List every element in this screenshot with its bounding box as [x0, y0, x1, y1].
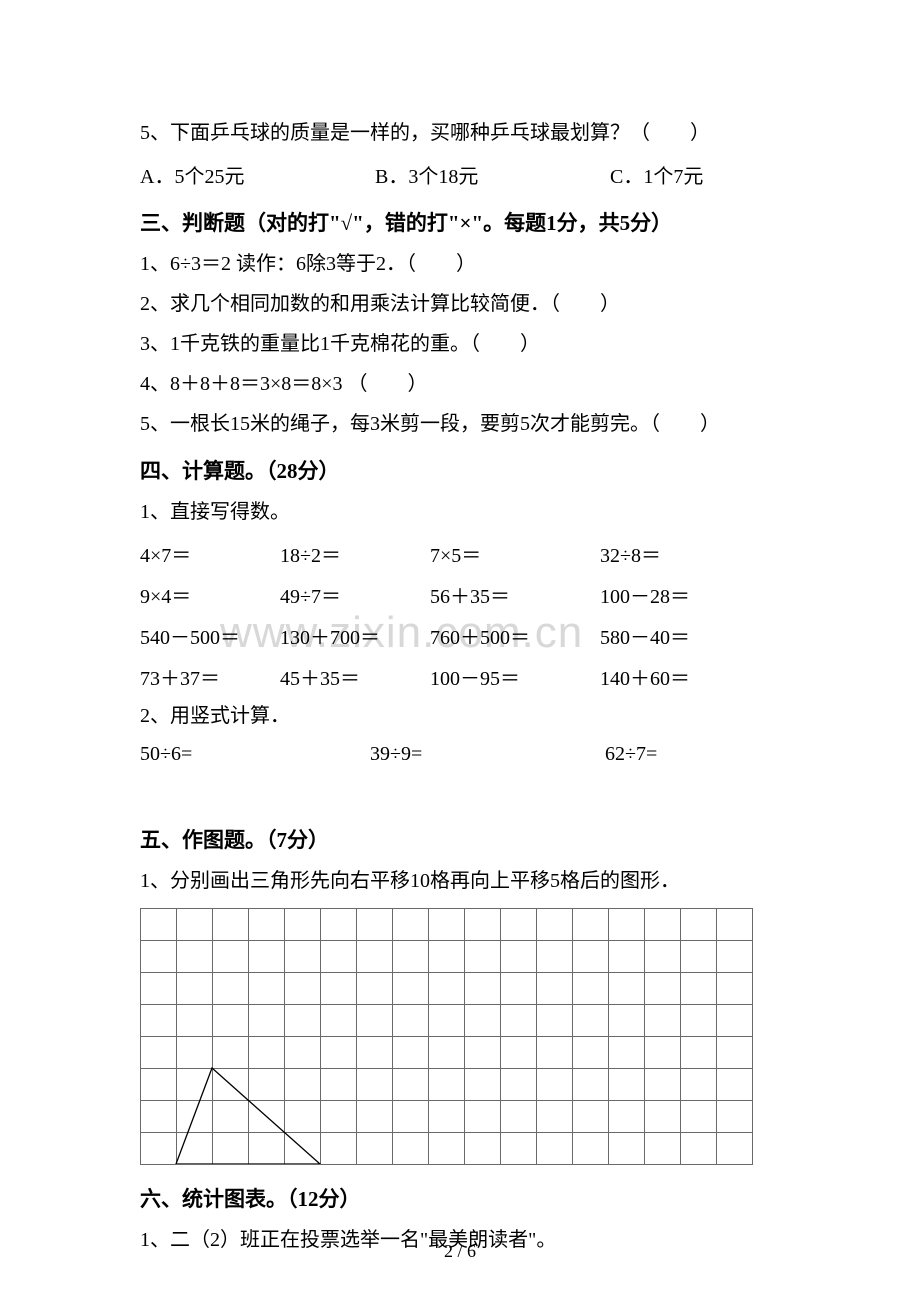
page-content: 5、下面乒乓球的质量是一样的，买哪种乒乓球最划算？（ ） A．5个25元 B．3… — [140, 120, 790, 1253]
calc-cell: 73＋37＝ — [140, 662, 280, 691]
calc-cell: 100－95＝ — [430, 662, 600, 691]
calc-cell: 62÷7= — [605, 743, 765, 766]
calc-cell: 540－500＝ — [140, 621, 280, 650]
calc-row-2: 9×4＝ 49÷7＝ 56＋35＝ 100－28＝ — [140, 580, 790, 609]
calc-row-3: 540－500＝ 130＋700＝ 760＋500＝ 580－40＝ — [140, 621, 790, 650]
calc-row-4: 73＋37＝ 45＋35＝ 100－95＝ 140＋60＝ — [140, 662, 790, 691]
question-5: 5、下面乒乓球的质量是一样的，买哪种乒乓球最划算？（ ） — [140, 120, 790, 146]
calc-cell: 760＋500＝ — [430, 621, 600, 650]
calc-cell: 140＋60＝ — [600, 662, 760, 691]
option-b: B．3个18元 — [375, 160, 610, 189]
section-3-title: 三、判断题（对的打"√"，错的打"×"。每题1分，共5分） — [140, 207, 790, 237]
calc-cell: 32÷8＝ — [600, 539, 760, 568]
calc-cell: 56＋35＝ — [430, 580, 600, 609]
calc-cell: 130＋700＝ — [280, 621, 430, 650]
calc-cell: 39÷9= — [370, 743, 605, 766]
calc-cell: 100－28＝ — [600, 580, 760, 609]
calc-cell: 580－40＝ — [600, 621, 760, 650]
calc-cell: 9×4＝ — [140, 580, 280, 609]
calc-cell: 7×5＝ — [430, 539, 600, 568]
s4-sub2: 2、用竖式计算． — [140, 703, 790, 729]
calc-cell: 45＋35＝ — [280, 662, 430, 691]
s3-item-4: 4、8＋8＋8＝3×8＝8×3 （ ） — [140, 371, 790, 397]
calc-cell: 50÷6= — [140, 743, 370, 766]
section-5-title: 五、作图题。（7分） — [140, 824, 790, 854]
option-a: A．5个25元 — [140, 160, 375, 189]
calc-cell: 18÷2＝ — [280, 539, 430, 568]
option-c: C．1个7元 — [610, 160, 790, 189]
s3-item-5: 5、一根长15米的绳子，每3米剪一段，要剪5次才能剪完。（ ） — [140, 411, 790, 437]
s6-q1: 1、二（2）班正在投票选举一名"最美朗读者"。 — [140, 1227, 790, 1253]
s3-item-1: 1、6÷3＝2 读作：6除3等于2．（ ） — [140, 251, 790, 277]
drawing-grid — [140, 908, 790, 1165]
s4-sub1: 1、直接写得数。 — [140, 499, 790, 525]
calc-row-5: 50÷6= 39÷9= 62÷7= — [140, 743, 790, 766]
grid-table — [140, 908, 753, 1165]
question-5-options: A．5个25元 B．3个18元 C．1个7元 — [140, 160, 790, 189]
s3-item-2: 2、求几个相同加数的和用乘法计算比较简便．（ ） — [140, 291, 790, 317]
section-4-title: 四、计算题。（28分） — [140, 455, 790, 485]
calc-row-1: 4×7＝ 18÷2＝ 7×5＝ 32÷8＝ — [140, 539, 790, 568]
calc-cell: 49÷7＝ — [280, 580, 430, 609]
calc-cell: 4×7＝ — [140, 539, 280, 568]
section-6-title: 六、统计图表。（12分） — [140, 1183, 790, 1213]
s3-item-3: 3、1千克铁的重量比1千克棉花的重。（ ） — [140, 331, 790, 357]
s5-q1: 1、分别画出三角形先向右平移10格再向上平移5格后的图形． — [140, 868, 790, 894]
